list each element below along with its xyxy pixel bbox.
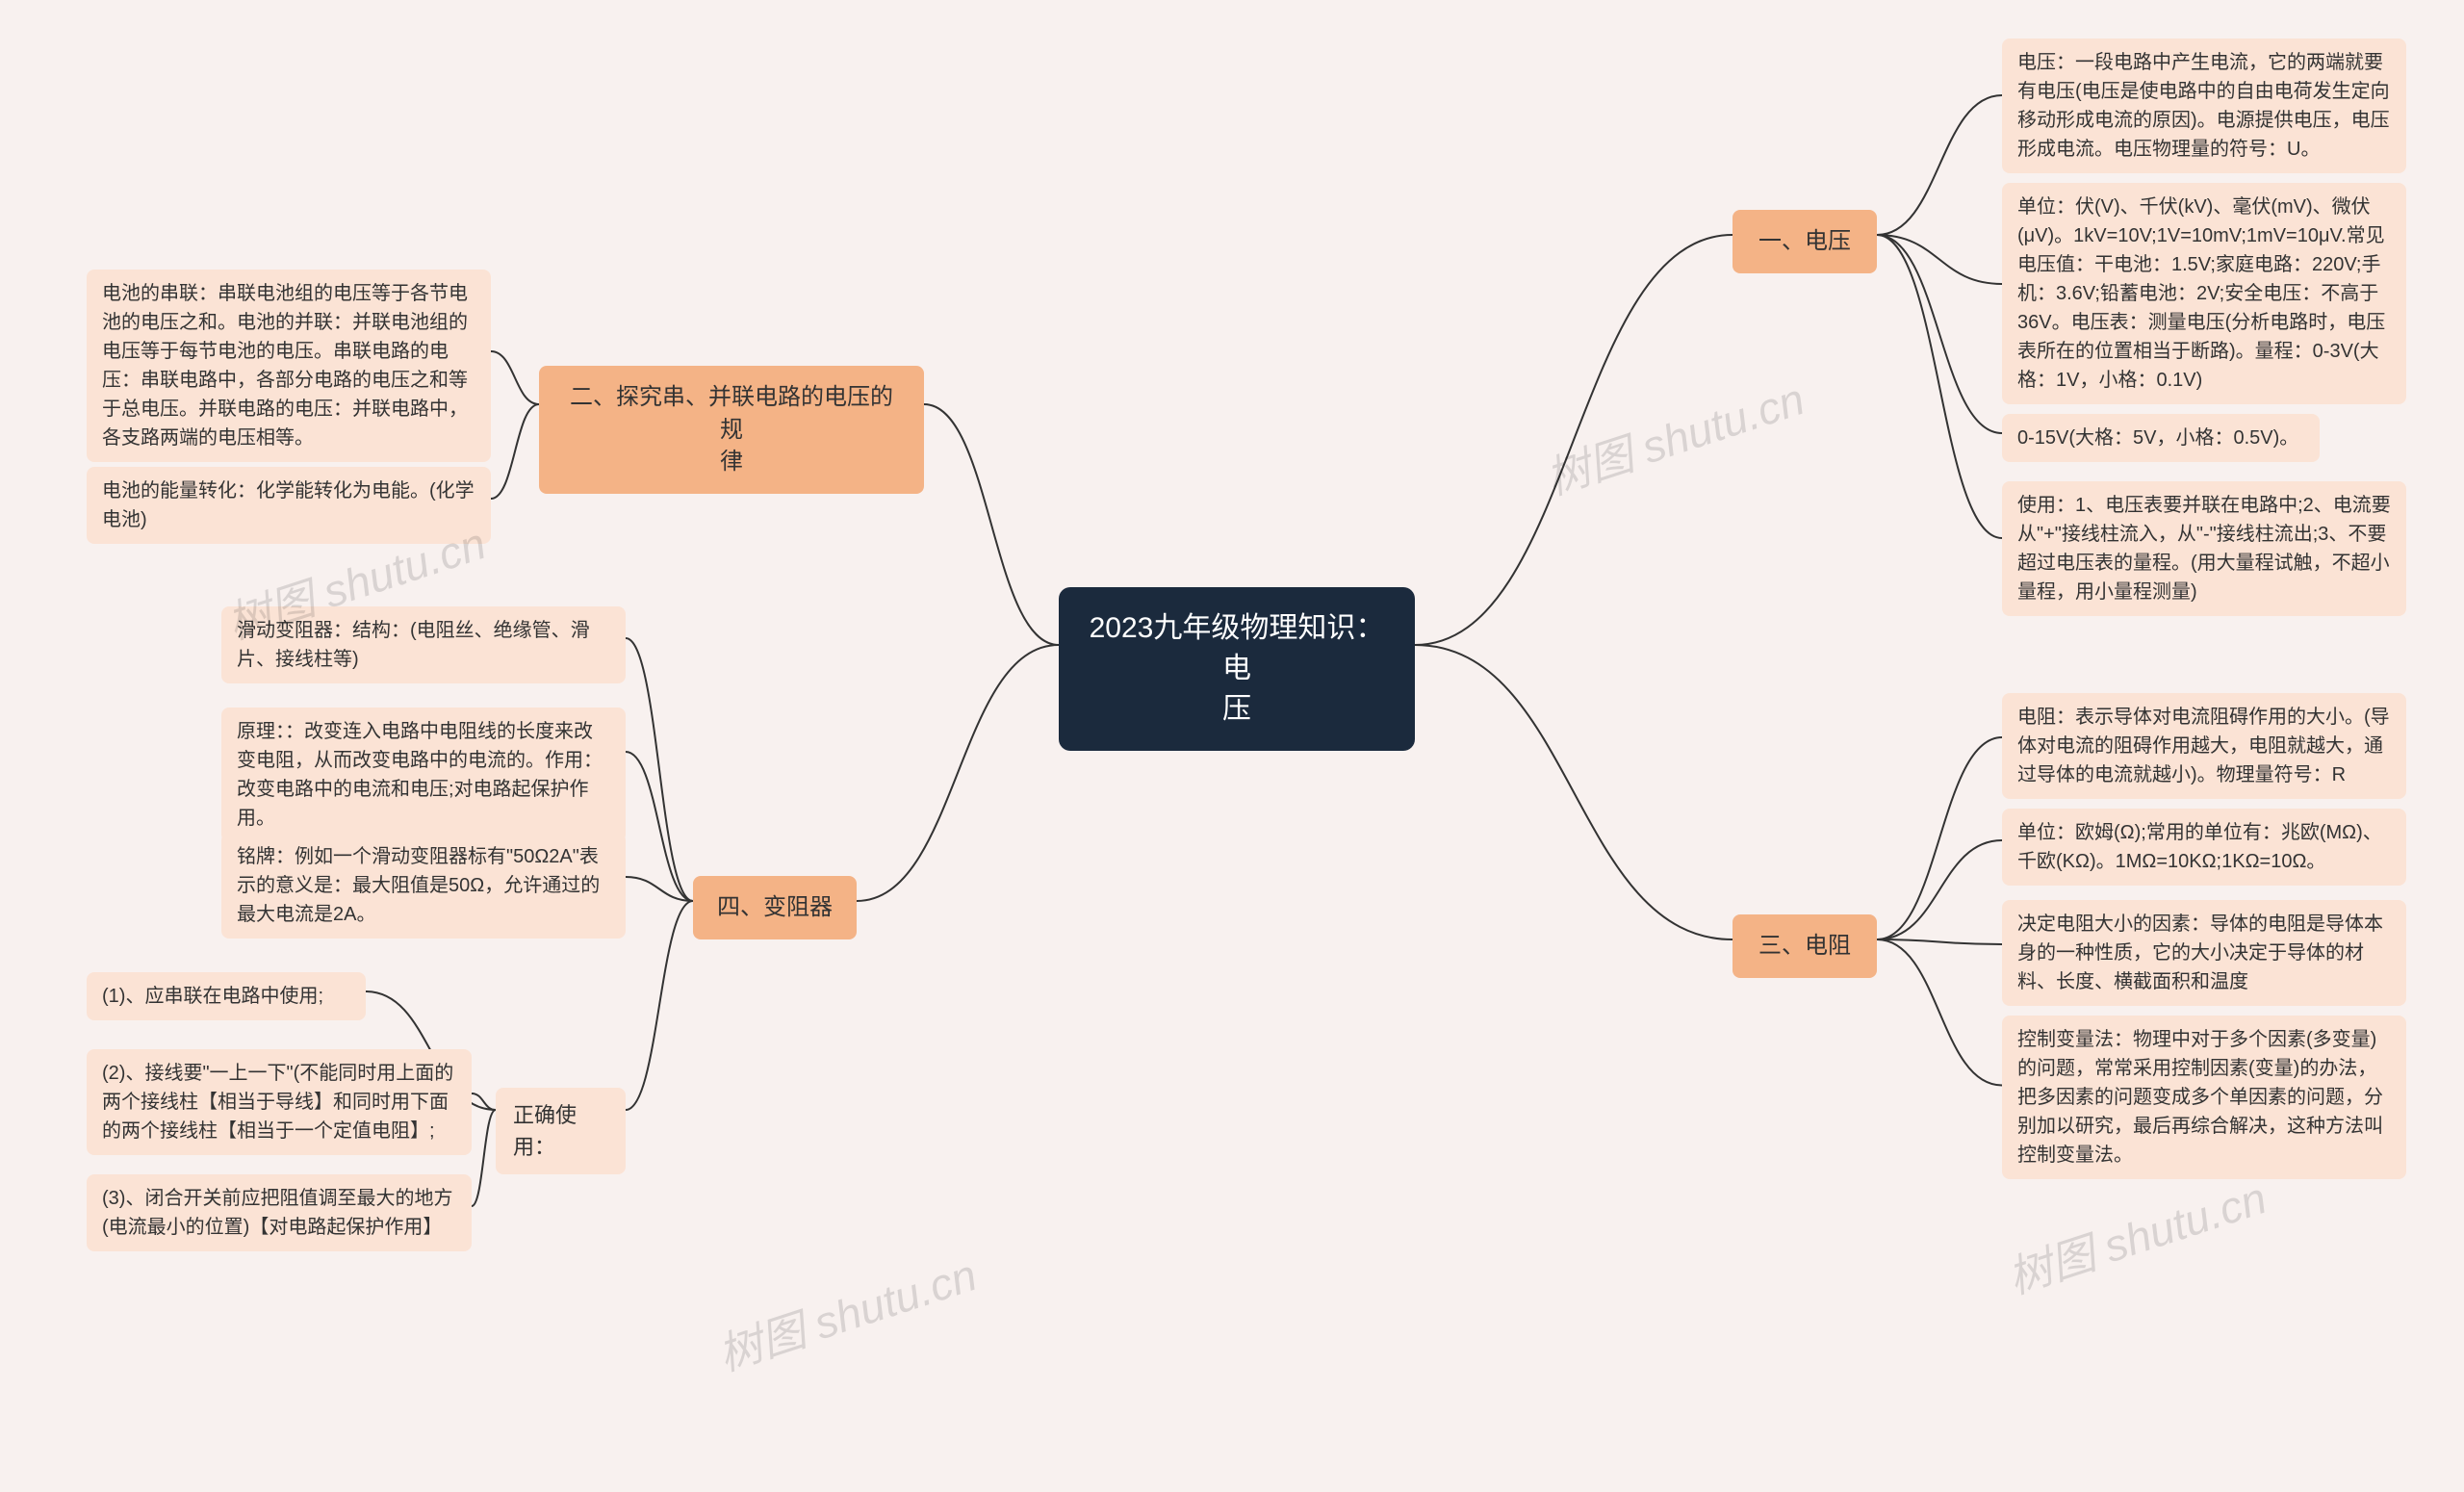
leaf-b4-1: 原理：：改变连入电路中电阻线的长度来改变电阻，从而改变电路中的电流的。作用：改变… [221, 707, 626, 842]
leaf-b2-0: 电池的串联：串联电池组的电压等于各节电池的电压之和。电池的并联：并联电池组的电压… [87, 270, 491, 462]
leaf-b4-0: 滑动变阻器：结构：(电阻丝、绝缘管、滑片、接线柱等) [221, 606, 626, 683]
leaf-b1-3: 使用：1、电压表要并联在电路中;2、电流要从"+"接线柱流入，从"-"接线柱流出… [2002, 481, 2406, 616]
leaf-b3-1: 单位：欧姆(Ω);常用的单位有：兆欧(MΩ)、千欧(KΩ)。1MΩ=10KΩ;1… [2002, 809, 2406, 886]
center-node: 2023九年级物理知识：电压 [1059, 587, 1415, 751]
leaf-b2-1: 电池的能量转化：化学能转化为电能。(化学电池) [87, 467, 491, 544]
subleaf-b4-1: (2)、接线要"一上一下"(不能同时用上面的两个接线柱【相当于导线】和同时用下面… [87, 1049, 472, 1155]
sub-branch-b4: 正确使用： [496, 1088, 626, 1174]
leaf-b3-3: 控制变量法：物理中对于多个因素(多变量)的问题，常常采用控制因素(变量)的办法，… [2002, 1016, 2406, 1179]
subleaf-b4-0: (1)、应串联在电路中使用; [87, 972, 366, 1020]
branch-b2: 二、探究串、并联电路的电压的规律 [539, 366, 924, 494]
branch-b1: 一、电压 [1732, 210, 1877, 273]
branch-b4: 四、变阻器 [693, 876, 857, 939]
leaf-b3-0: 电阻：表示导体对电流阻碍作用的大小。(导体对电流的阻碍作用越大，电阻就越大，通过… [2002, 693, 2406, 799]
branch-b3: 三、电阻 [1732, 914, 1877, 978]
leaf-b1-1: 单位：伏(V)、千伏(kV)、毫伏(mV)、微伏(μV)。1kV=10V;1V=… [2002, 183, 2406, 404]
subleaf-b4-2: (3)、闭合开关前应把阻值调至最大的地方(电流最小的位置)【对电路起保护作用】 [87, 1174, 472, 1251]
leaf-b1-2: 0-15V(大格：5V，小格：0.5V)。 [2002, 414, 2320, 462]
leaf-b4-2: 铭牌：例如一个滑动变阻器标有"50Ω2A"表示的意义是：最大阻值是50Ω，允许通… [221, 833, 626, 939]
leaf-b1-0: 电压：一段电路中产生电流，它的两端就要有电压(电压是使电路中的自由电荷发生定向移… [2002, 39, 2406, 173]
leaf-b3-2: 决定电阻大小的因素：导体的电阻是导体本身的一种性质，它的大小决定于导体的材料、长… [2002, 900, 2406, 1006]
